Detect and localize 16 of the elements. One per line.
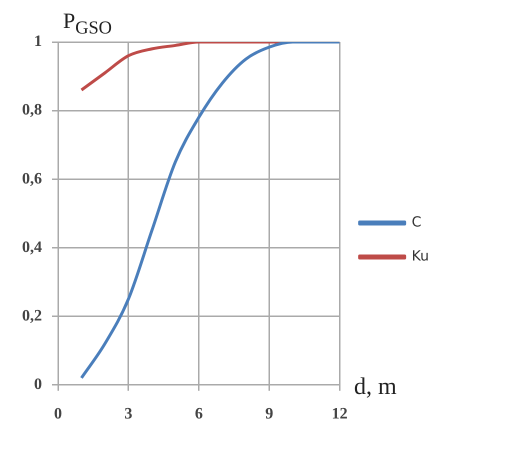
line-series — [80, 42, 340, 380]
y-tick-label: 0,4 — [22, 238, 42, 256]
y-tick-label: 0,6 — [22, 170, 42, 188]
x-tick-label: 0 — [54, 406, 62, 423]
y-tick-label: 0,8 — [22, 102, 42, 119]
x-tick-label: 9 — [265, 406, 274, 423]
y-tick-label: 0,2 — [22, 307, 42, 324]
x-axis-title: d, m — [354, 374, 397, 401]
legend-label: Ku — [412, 248, 430, 265]
x-tick-label: 6 — [194, 406, 203, 423]
x-tick-label: 3 — [124, 406, 132, 423]
y-tick-label: 1 — [34, 33, 42, 50]
legend-label: C — [412, 214, 422, 231]
y-tick-label: 0 — [34, 376, 42, 393]
x-tick-label: 12 — [332, 406, 348, 423]
y-axis-title: P$_{GSO}$ — [63, 8, 112, 38]
